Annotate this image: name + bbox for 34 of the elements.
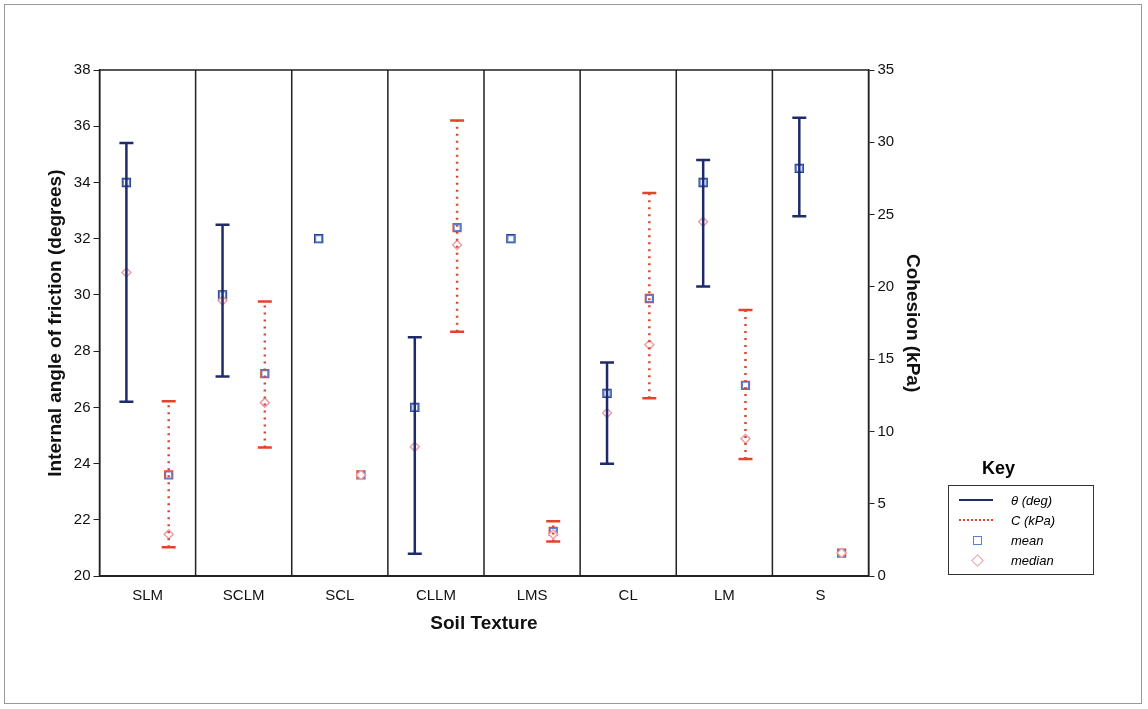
x-tick-label: LMS <box>516 586 548 604</box>
x-tick-label: SCLM <box>222 586 265 604</box>
y2-tick-label: 25 <box>877 204 895 222</box>
legend-label: mean <box>1011 532 1044 548</box>
y2-tick-label: 20 <box>877 277 895 295</box>
x-tick-label: LM <box>713 586 735 604</box>
y-tick-label: 38 <box>73 60 91 78</box>
y2-axis-title: Cohesion (kPa) <box>903 253 925 393</box>
y-tick-label: 24 <box>73 453 91 471</box>
y2-tick-label: 0 <box>877 566 886 584</box>
x-tick-label: S <box>815 586 826 604</box>
y-tick-label: 26 <box>73 397 91 415</box>
legend-label: C (kPa) <box>1011 512 1056 528</box>
legend-label: median <box>1011 552 1054 568</box>
legend-label: θ (deg) <box>1011 492 1053 508</box>
y-tick-label: 36 <box>73 116 91 134</box>
y2-tick-label: 35 <box>877 60 895 78</box>
y-tick-label: 34 <box>73 172 91 190</box>
y2-tick-label: 10 <box>877 421 895 439</box>
y2-tick-label: 5 <box>877 494 886 512</box>
x-tick-label: CLLM <box>415 586 456 604</box>
y-tick-label: 32 <box>73 228 91 246</box>
y-axis-title: Internal angle of friction (degrees) <box>43 169 65 477</box>
x-tick-label: SCL <box>325 586 355 604</box>
legend-title: Key <box>982 458 1017 479</box>
x-axis-title: Soil Texture <box>430 611 538 633</box>
y-tick-label: 28 <box>73 341 91 359</box>
y2-tick-label: 15 <box>877 349 895 367</box>
y-tick-label: 20 <box>73 566 91 584</box>
x-tick-label: SLM <box>132 586 163 604</box>
x-tick-label: CL <box>618 586 638 604</box>
y-tick-label: 22 <box>73 510 91 528</box>
y-tick-label: 30 <box>73 285 91 303</box>
y2-tick-label: 30 <box>877 132 895 150</box>
